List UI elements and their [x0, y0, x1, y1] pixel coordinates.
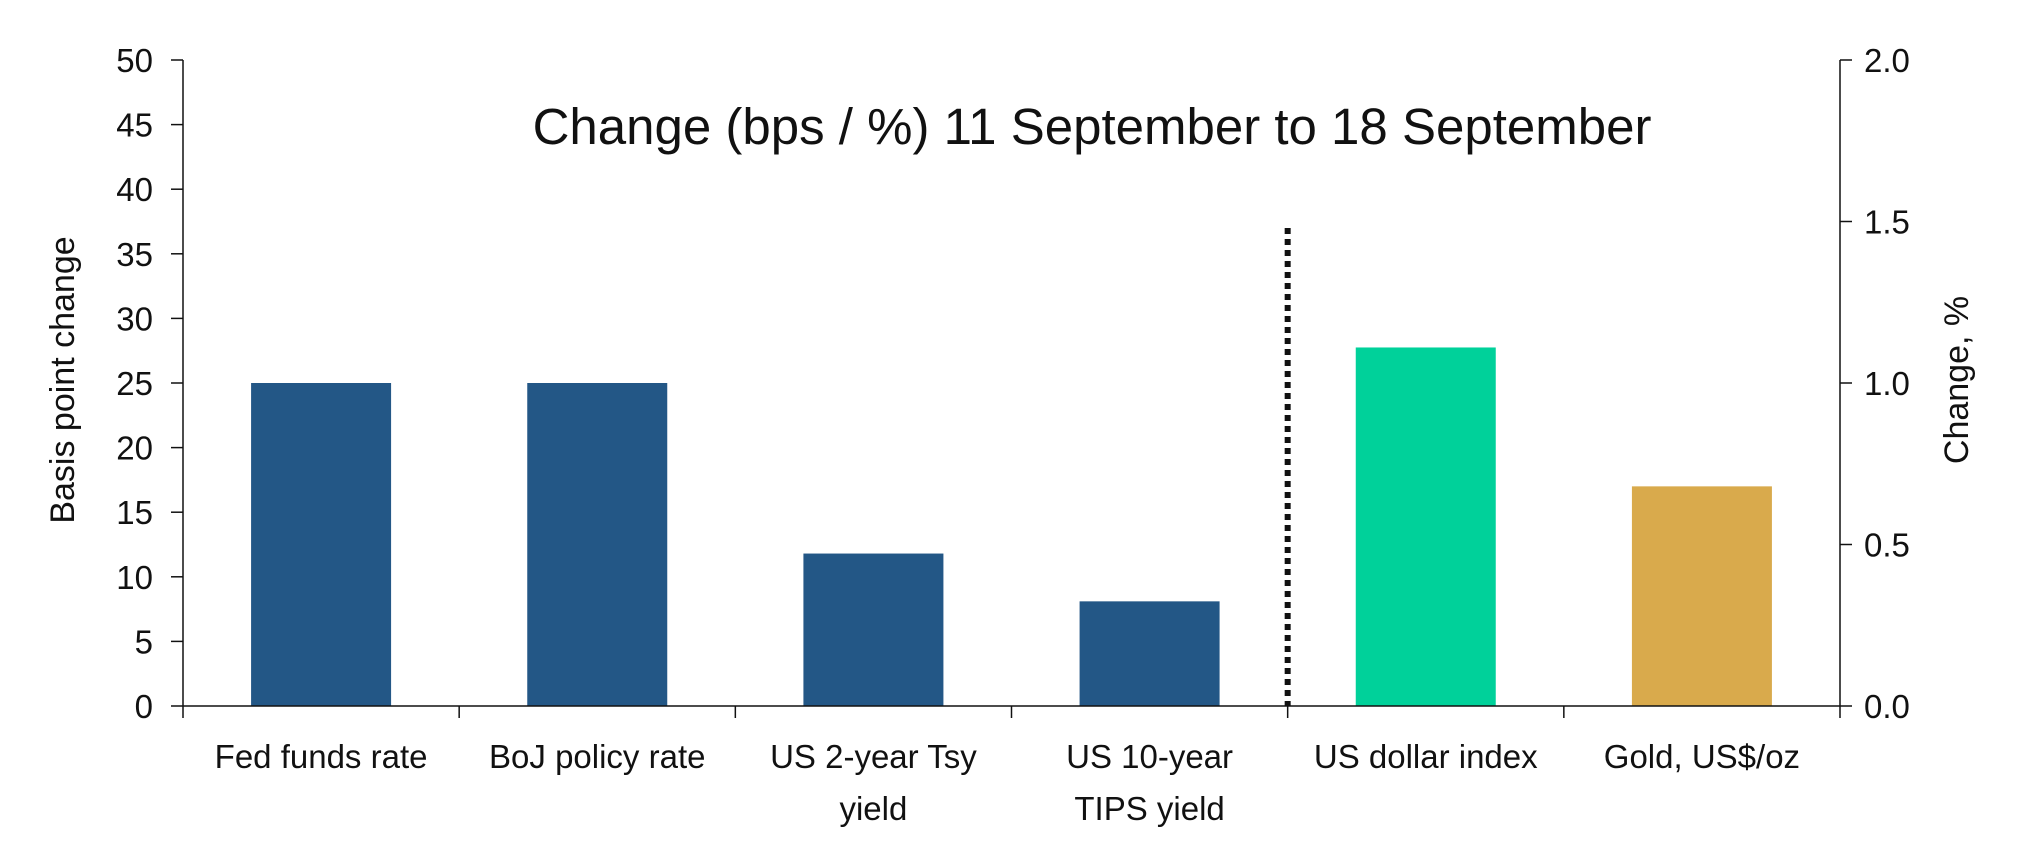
category-label: Fed funds rate [215, 738, 428, 775]
bar-us-2-year-tsy-yield [803, 553, 944, 706]
category-label: BoJ policy rate [489, 738, 705, 775]
right-tick-label: 1.0 [1864, 365, 1910, 402]
left-tick-label: 0 [135, 688, 153, 725]
bar-us-10-year-tips-yield [1079, 601, 1220, 706]
left-tick-label: 40 [116, 171, 153, 208]
left-tick-label: 5 [135, 623, 153, 660]
left-tick-label: 50 [116, 42, 153, 79]
right-axis-title: Change, % [1938, 296, 1976, 464]
left-tick-label: 45 [116, 107, 153, 144]
chart-title: Change (bps / %) 11 September to 18 Sept… [533, 98, 1652, 155]
category-label: Gold, US$/oz [1604, 738, 1800, 775]
axes-layer [171, 59, 1852, 718]
left-axis-title: Basis point change [44, 236, 82, 523]
left-tick-label: 20 [116, 430, 153, 467]
labels-layer: 0 5 10 15 20 25 30 35 40 45 50 0.0 0.5 1.0 1.5 2.0 Fed f… [116, 42, 1910, 827]
right-tick-label: 1.5 [1864, 204, 1910, 241]
bar-fed-funds-rate [251, 383, 392, 706]
bar-gold-us-oz [1631, 486, 1772, 706]
left-tick-label: 10 [116, 559, 153, 596]
right-tick-label: 0.0 [1864, 688, 1910, 725]
left-tick-label: 25 [116, 365, 153, 402]
bar-boj-policy-rate [527, 383, 668, 706]
right-tick-label: 2.0 [1864, 42, 1910, 79]
bars-layer [251, 347, 1772, 706]
left-tick-label: 30 [116, 300, 153, 337]
right-tick-label: 0.5 [1864, 527, 1910, 564]
bar-us-dollar-index [1355, 347, 1496, 706]
left-tick-label: 35 [116, 236, 153, 273]
category-label: US 10-year TIPS yield [1066, 738, 1233, 827]
category-label: US dollar index [1314, 738, 1538, 775]
left-tick-label: 15 [116, 494, 153, 531]
category-label: US 2-year Tsy yield [770, 738, 977, 827]
